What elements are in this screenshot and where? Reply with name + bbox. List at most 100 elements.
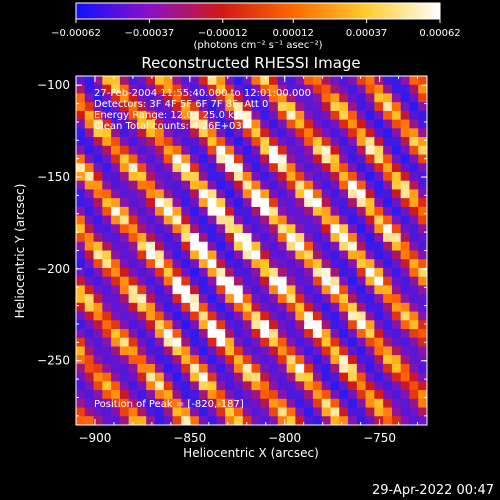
heatmap-cell [111, 329, 121, 339]
heatmap-cell [365, 76, 375, 86]
heatmap-cell [93, 329, 103, 339]
heatmap-cell [225, 171, 235, 182]
heatmap-cell [198, 294, 209, 304]
heatmap-cell [348, 398, 358, 409]
heatmap-cell [84, 329, 95, 339]
heatmap-cell [128, 171, 139, 182]
heatmap-cell [119, 259, 130, 269]
heatmap-cell [383, 285, 393, 295]
heatmap-cell [304, 110, 314, 121]
heatmap-cell [233, 346, 244, 356]
heatmap-cell [269, 363, 279, 374]
heatmap-cell [76, 163, 86, 173]
heatmap-cell [172, 320, 182, 330]
heatmap-cell [383, 102, 393, 112]
heatmap-cell [181, 276, 191, 286]
heatmap-cell [304, 363, 314, 374]
heatmap-cell [233, 259, 244, 269]
heatmap-cell [269, 110, 279, 121]
heatmap-cell [339, 171, 349, 182]
heatmap-cell [312, 267, 323, 278]
heatmap-cell [128, 398, 139, 409]
heatmap-cell [111, 398, 121, 409]
heatmap-cell [418, 180, 427, 191]
heatmap-cell [233, 416, 244, 425]
heatmap-cell [119, 276, 130, 286]
heatmap-cell [418, 110, 427, 121]
heatmap-cell [365, 163, 375, 173]
heatmap-cell [207, 276, 217, 286]
heatmap-cell [84, 163, 95, 173]
heatmap-cell [111, 180, 121, 191]
heatmap-cell [339, 215, 349, 225]
heatmap-cell [242, 84, 253, 95]
heatmap-cell [190, 250, 200, 260]
heatmap-cell [76, 329, 86, 339]
heatmap-cell [198, 276, 209, 286]
heatmap-cell [374, 285, 384, 295]
heatmap-cell [409, 285, 419, 295]
heatmap-cell [111, 93, 121, 103]
heatmap-cell [391, 250, 402, 260]
heatmap-cell [260, 250, 270, 260]
annotation-block: 27-Feb-2004 11:55:40.000 to 12:01:00.000… [94, 88, 311, 410]
heatmap-cell [146, 145, 156, 156]
heatmap-cell [216, 320, 226, 330]
heatmap-cell [198, 241, 209, 252]
heatmap-cell [286, 224, 296, 234]
heatmap-cell [146, 285, 156, 295]
heatmap-cell [198, 128, 209, 138]
heatmap-cell [383, 267, 393, 278]
heatmap-cell [418, 224, 427, 234]
heatmap-cell [418, 84, 427, 95]
heatmap-cell [321, 416, 332, 425]
heatmap-cell [339, 119, 349, 129]
heatmap-cell [383, 355, 393, 365]
heatmap-cell [356, 137, 367, 147]
heatmap-cell [198, 259, 209, 269]
heatmap-cell [356, 110, 367, 121]
heatmap-cell [391, 398, 402, 409]
heatmap-cell [102, 363, 112, 374]
y-tick-label: −100 [37, 78, 70, 92]
heatmap-cell [146, 163, 156, 173]
heatmap-cell [154, 189, 165, 199]
heatmap-cell [286, 102, 296, 112]
heatmap-cell [339, 241, 349, 252]
heatmap-cell [400, 259, 411, 269]
heatmap-cell [163, 285, 174, 295]
heatmap-cell [119, 163, 130, 173]
heatmap-cell [418, 311, 427, 321]
heatmap-cell [383, 407, 393, 417]
heatmap-cell [137, 119, 147, 129]
heatmap-cell [365, 407, 375, 417]
heatmap-cell [181, 93, 191, 103]
heatmap-cell [225, 76, 235, 86]
heatmap-cell [172, 145, 182, 156]
heatmap-cell [172, 276, 182, 286]
heatmap-cell [225, 128, 235, 138]
heatmap-cell [312, 390, 323, 400]
heatmap-cell [242, 285, 253, 295]
heatmap-cell [146, 250, 156, 260]
heatmap-cell [128, 337, 139, 348]
heatmap-cell [321, 346, 332, 356]
heatmap-cell [321, 171, 332, 182]
heatmap-cell [190, 276, 200, 286]
heatmap-cell [330, 145, 340, 156]
heatmap-cell [312, 259, 323, 269]
heatmap-cell [93, 154, 103, 164]
heatmap-cell [198, 76, 209, 86]
heatmap-cell [365, 215, 375, 225]
heatmap-cell [84, 119, 95, 129]
heatmap-cell [312, 355, 323, 365]
heatmap-cell [181, 259, 191, 269]
heatmap-cell [339, 390, 349, 400]
heatmap-cell [330, 337, 340, 348]
heatmap-cell [233, 163, 244, 173]
heatmap-cell [181, 346, 191, 356]
heatmap-cell [216, 276, 226, 286]
heatmap-cell [225, 302, 235, 313]
heatmap-cell [216, 241, 226, 252]
heatmap-cell [128, 233, 139, 243]
